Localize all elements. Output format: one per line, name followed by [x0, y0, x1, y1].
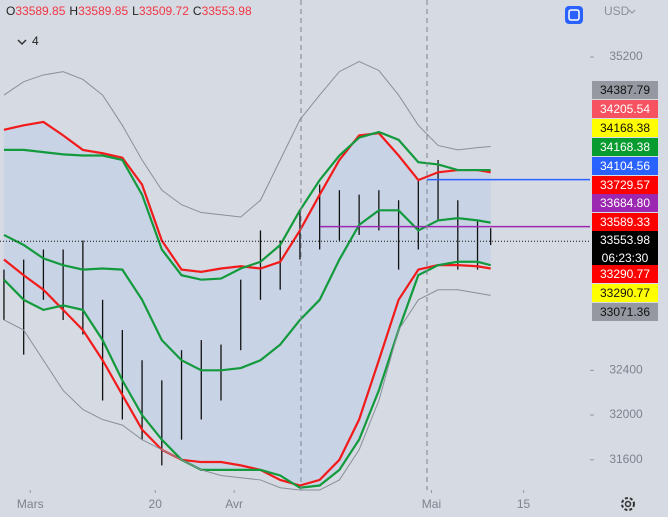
collapse-chevron[interactable] — [17, 39, 27, 46]
ohlc-value: 33553.98 — [202, 4, 252, 18]
header: O33589.85 H33589.85 L33509.72 C33553.98 — [6, 4, 252, 18]
price-label-box — [592, 81, 658, 99]
currency[interactable]: USD — [604, 4, 630, 18]
settings-icon[interactable] — [621, 497, 635, 511]
band-line — [3, 260, 491, 489]
y-tick-label: 35200 — [609, 49, 643, 63]
price-label-box — [592, 176, 658, 194]
price-label: 33071.36 — [600, 305, 650, 319]
ohlc-key: O — [6, 4, 15, 18]
price-label: 33553.98 — [600, 233, 650, 247]
price-label: 33684.80 — [600, 196, 650, 210]
countdown: 06:23:30 — [602, 251, 649, 265]
price-label: 33290.77 — [600, 286, 650, 300]
price-label-box — [592, 303, 658, 321]
toggle-button[interactable] — [565, 6, 583, 24]
band-line — [3, 258, 491, 487]
price-label: 33589.33 — [600, 215, 650, 229]
price-label-box — [592, 157, 658, 175]
ohlc-value: 33589.85 — [15, 4, 65, 18]
price-label: 34205.54 — [600, 102, 650, 116]
price-label-box — [592, 100, 658, 118]
price-label: 34387.79 — [600, 83, 650, 97]
ohlc: O33589.85 H33589.85 L33509.72 C33553.98 — [6, 4, 252, 18]
price-label-box — [592, 194, 658, 212]
y-tick-label: 32000 — [609, 407, 643, 421]
price-label: 34104.56 — [600, 159, 650, 173]
price-label-box — [592, 284, 658, 302]
ohlc-key: H — [69, 4, 78, 18]
interval: 4 — [32, 34, 39, 48]
price-label-box — [592, 265, 658, 283]
band-line — [3, 60, 491, 218]
ohlc-key: C — [193, 4, 202, 18]
price-label-box — [592, 213, 658, 231]
band-line — [3, 120, 491, 273]
price-label-box — [592, 231, 658, 267]
price-axis: 35200 32400 32000 31600 Mars 20 Avr Mai 15 34387.… — [17, 49, 658, 511]
band-fill — [3, 121, 491, 488]
x-tick-label: 15 — [517, 497, 531, 511]
x-tick-label: Mars — [17, 497, 44, 511]
band-line — [3, 130, 491, 281]
price-label: 34168.38 — [600, 121, 650, 135]
price-label-box — [592, 138, 658, 156]
currency-chevron — [628, 9, 636, 14]
x-tick-label: Avr — [225, 497, 243, 511]
price-label-box — [592, 119, 658, 137]
settings-icon-core — [624, 500, 632, 508]
band-line — [3, 289, 491, 491]
y-tick-label: 31600 — [609, 452, 643, 466]
y-tick-label: 32400 — [609, 362, 643, 376]
price-label: 33290.77 — [600, 267, 650, 281]
ohlc-value: 33589.85 — [78, 4, 128, 18]
toggle-icon — [568, 9, 580, 21]
plot-area — [0, 60, 590, 491]
x-tick-label: Mai — [422, 497, 441, 511]
ohlc-key: L — [132, 4, 139, 18]
x-tick-label: 20 — [149, 497, 163, 511]
price-label: 33729.57 — [600, 178, 650, 192]
price-label: 34168.38 — [600, 140, 650, 154]
ohlc-value: 33509.72 — [139, 4, 189, 18]
